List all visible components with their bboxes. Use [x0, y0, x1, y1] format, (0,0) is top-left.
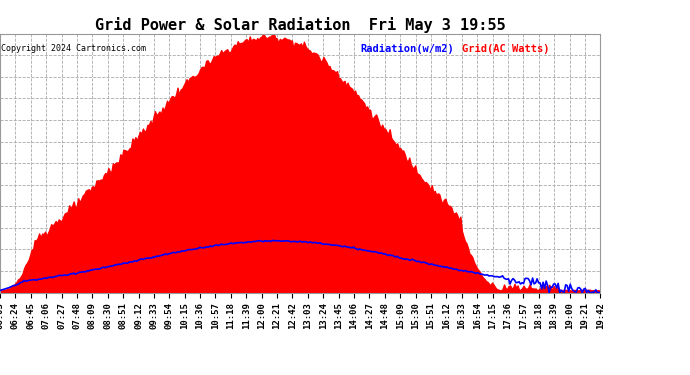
Text: Radiation(w/m2): Radiation(w/m2)	[360, 44, 454, 54]
Title: Grid Power & Solar Radiation  Fri May 3 19:55: Grid Power & Solar Radiation Fri May 3 1…	[95, 16, 506, 33]
Text: Grid(AC Watts): Grid(AC Watts)	[462, 44, 550, 54]
Text: Copyright 2024 Cartronics.com: Copyright 2024 Cartronics.com	[1, 44, 146, 53]
